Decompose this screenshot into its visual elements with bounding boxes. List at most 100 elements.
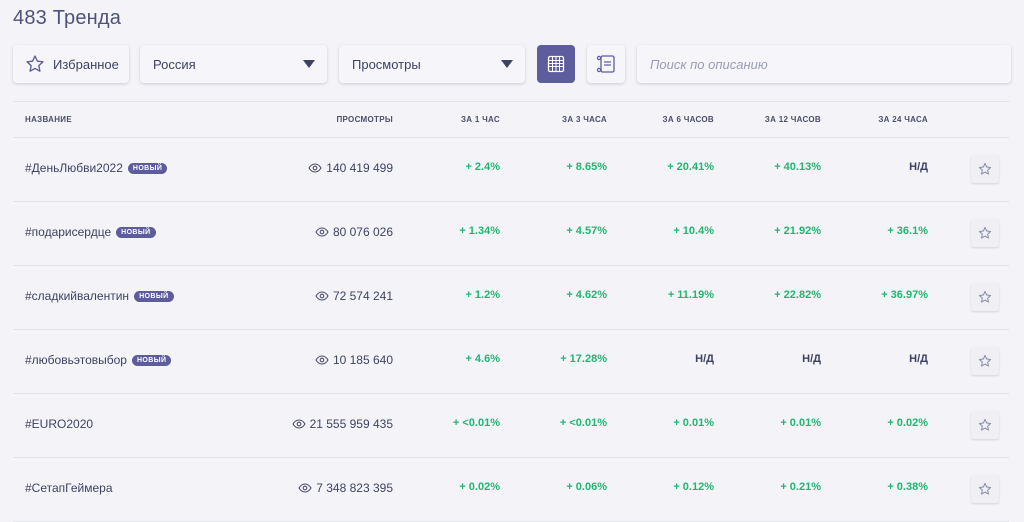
star-icon (978, 290, 992, 303)
change-3h: + <0.01% (559, 417, 607, 429)
change-1h: + 0.02% (459, 481, 500, 493)
table-row[interactable]: #EURO2020 21 555 959 435 + <0.01% + <0.0… (13, 394, 1009, 458)
table-row[interactable]: #ДеньЛюбви2022 НОВЫЙ 140 419 499 + 2.4% … (13, 138, 1009, 202)
add-to-favorites-button[interactable] (971, 283, 999, 311)
table-header: НАЗВАНИЕ ПРОСМОТРЫ ЗА 1 ЧАС ЗА 3 ЧАСА ЗА… (13, 101, 1009, 138)
table-body: #ДеньЛюбви2022 НОВЫЙ 140 419 499 + 2.4% … (13, 138, 1009, 522)
add-to-favorites-button[interactable] (971, 411, 999, 439)
header-name[interactable]: НАЗВАНИЕ (25, 115, 72, 124)
views-count: 21 555 959 435 (291, 417, 393, 431)
change-24h: + 0.38% (887, 481, 928, 493)
add-to-favorites-button[interactable] (971, 155, 999, 183)
change-12h: Н/Д (802, 353, 821, 365)
caret-down-icon (303, 60, 315, 68)
trend-name-text: #СетапГеймера (25, 481, 113, 495)
star-icon (978, 482, 992, 495)
views-count: 80 076 026 (315, 225, 393, 239)
grid-view-button[interactable] (537, 45, 575, 83)
star-icon (978, 226, 992, 239)
star-icon (978, 162, 992, 175)
table-row[interactable]: #сладкийвалентин НОВЫЙ 72 574 241 + 1.2%… (13, 266, 1009, 330)
views-value: 72 574 241 (332, 289, 393, 303)
search-placeholder: Поиск по описанию (650, 56, 768, 72)
change-24h: + 0.02% (887, 417, 928, 429)
change-24h: Н/Д (909, 353, 928, 365)
change-12h: + 40.13% (774, 161, 821, 173)
change-24h: + 36.1% (887, 225, 928, 237)
new-badge: НОВЫЙ (127, 162, 168, 174)
change-3h: + 4.62% (566, 289, 607, 301)
table-row[interactable]: #любовьэтовыбор НОВЫЙ 10 185 640 + 4.6% … (13, 330, 1009, 394)
header-3h[interactable]: ЗА 3 ЧАСА (562, 115, 607, 124)
country-select[interactable]: Россия (140, 45, 327, 83)
change-24h: Н/Д (909, 161, 928, 173)
add-to-favorites-button[interactable] (971, 475, 999, 503)
trend-name[interactable]: #ДеньЛюбви2022 НОВЫЙ (25, 161, 168, 175)
header-6h[interactable]: ЗА 6 ЧАСОВ (662, 115, 714, 124)
trend-name-text: #подарисердце (25, 225, 112, 239)
views-value: 21 555 959 435 (309, 417, 393, 431)
views-count: 140 419 499 (308, 161, 393, 175)
trend-name[interactable]: #EURO2020 (25, 417, 93, 431)
eye-icon (308, 163, 322, 173)
eye-icon (291, 419, 306, 429)
trend-name-text: #ДеньЛюбви2022 (25, 161, 123, 175)
country-select-value: Россия (153, 56, 196, 72)
table-row[interactable]: #СетапГеймера 7 348 823 395 + 0.02% + 0.… (13, 458, 1009, 522)
trend-name-text: #сладкийвалентин (25, 289, 130, 303)
metric-select-value: Просмотры (352, 56, 421, 72)
list-view-button[interactable] (587, 45, 625, 83)
change-3h: + 4.57% (566, 225, 607, 237)
change-12h: + 22.82% (774, 289, 821, 301)
header-24h[interactable]: ЗА 24 ЧАСА (878, 115, 928, 124)
list-icon (596, 55, 615, 73)
change-6h: Н/Д (695, 353, 714, 365)
views-value: 10 185 640 (332, 353, 393, 367)
eye-icon (315, 291, 329, 301)
trend-name[interactable]: #СетапГеймера (25, 481, 113, 495)
change-6h: + 11.19% (667, 289, 714, 301)
header-12h[interactable]: ЗА 12 ЧАСОВ (764, 115, 821, 124)
change-6h: + 0.12% (673, 481, 714, 493)
views-value: 140 419 499 (326, 161, 393, 175)
favorites-button[interactable]: Избранное (13, 45, 129, 83)
change-24h: + 36.97% (881, 289, 928, 301)
change-12h: + 0.21% (780, 481, 821, 493)
change-12h: + 0.01% (780, 417, 821, 429)
change-1h: + 1.34% (459, 225, 500, 237)
trends-table: НАЗВАНИЕ ПРОСМОТРЫ ЗА 1 ЧАС ЗА 3 ЧАСА ЗА… (13, 101, 1009, 522)
new-badge: НОВЫЙ (134, 290, 174, 302)
change-1h: + 4.6% (465, 353, 500, 365)
eye-icon (298, 483, 312, 493)
change-3h: + 8.65% (566, 161, 607, 173)
new-badge: НОВЫЙ (116, 226, 156, 238)
views-count: 72 574 241 (315, 289, 393, 303)
star-icon (978, 418, 992, 431)
change-3h: + 17.28% (560, 353, 607, 365)
change-12h: + 21.92% (774, 225, 821, 237)
eye-icon (315, 227, 329, 237)
views-count: 7 348 823 395 (298, 481, 393, 495)
change-3h: + 0.06% (566, 481, 607, 493)
caret-down-icon (501, 60, 513, 68)
trend-name-text: #любовьэтовыбор (25, 353, 127, 367)
header-1h[interactable]: ЗА 1 ЧАС (460, 115, 500, 124)
trend-name[interactable]: #любовьэтовыбор НОВЫЙ (25, 353, 172, 367)
change-6h: + 20.41% (667, 161, 714, 173)
add-to-favorites-button[interactable] (971, 347, 999, 375)
change-1h: + 2.4% (465, 161, 500, 173)
search-input[interactable]: Поиск по описанию (637, 45, 1011, 83)
add-to-favorites-button[interactable] (971, 219, 999, 247)
trend-name[interactable]: #подарисердце НОВЫЙ (25, 225, 156, 239)
new-badge: НОВЫЙ (131, 354, 172, 366)
trend-name[interactable]: #сладкийвалентин НОВЫЙ (25, 289, 174, 303)
views-count: 10 185 640 (315, 353, 393, 367)
change-1h: + 1.2% (465, 289, 500, 301)
views-value: 80 076 026 (332, 225, 393, 239)
table-row[interactable]: #подарисердце НОВЫЙ 80 076 026 + 1.34% +… (13, 202, 1009, 266)
metric-select[interactable]: Просмотры (339, 45, 525, 83)
trend-name-text: #EURO2020 (25, 417, 94, 431)
change-6h: + 10.4% (673, 225, 714, 237)
header-views[interactable]: ПРОСМОТРЫ (336, 115, 393, 124)
star-icon (26, 55, 44, 72)
